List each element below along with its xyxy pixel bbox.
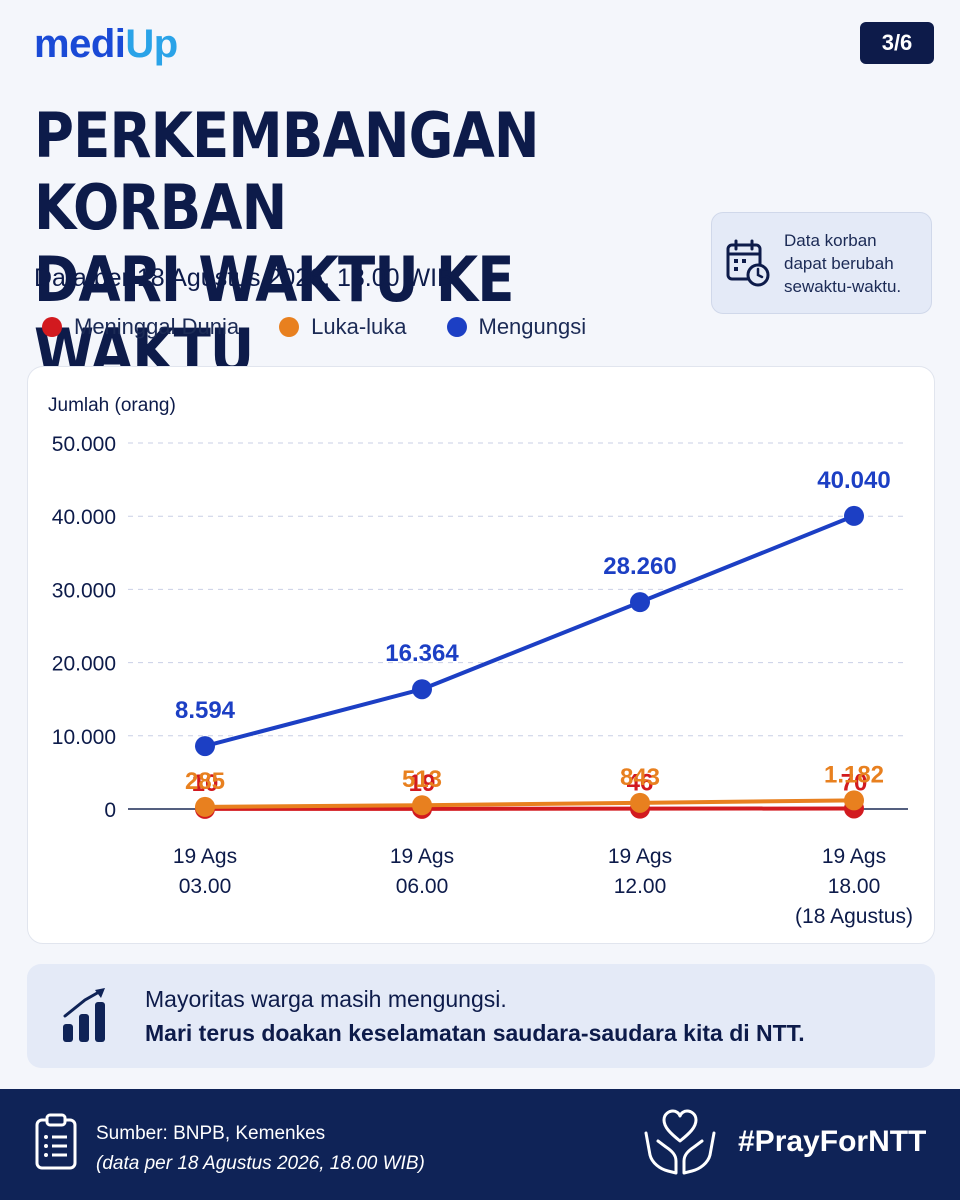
x-tick-label: 19 Ags xyxy=(173,845,237,868)
y-tick-label: 30.000 xyxy=(52,579,116,602)
x-tick-label: 03.00 xyxy=(179,875,232,898)
data-label: 513 xyxy=(402,766,442,793)
x-tick-label: 19 Ags xyxy=(608,845,672,868)
data-label: 8.594 xyxy=(175,697,236,724)
data-point xyxy=(630,592,650,613)
x-tick-label: 06.00 xyxy=(396,875,449,898)
legend-item-luka: Luka-luka xyxy=(279,314,407,340)
series-line-1 xyxy=(204,798,855,809)
message-line2: Mari terus doakan keselamatan saudara-sa… xyxy=(145,1020,805,1046)
brand-logo-part1: medi xyxy=(34,22,126,66)
y-tick-label: 50.000 xyxy=(52,433,116,456)
page-title-line2: DARI WAKTU KE WAKTU xyxy=(34,243,515,388)
data-point xyxy=(195,736,215,757)
x-tick-label: (18 Agustus) xyxy=(795,905,913,928)
y-tick-label: 20.000 xyxy=(52,653,116,676)
x-tick-label: 12.00 xyxy=(614,875,667,898)
legend-item-meninggal: Meninggal Dunia xyxy=(42,314,239,340)
x-tick-label: 19 Ags xyxy=(822,845,886,868)
page-title-line1: PERKEMBANGAN KORBAN xyxy=(34,99,540,244)
data-label: 16.364 xyxy=(385,640,459,667)
footer-source: Sumber: BNPB, Kemenkes (data per 18 Agus… xyxy=(96,1119,425,1179)
message-box: Mayoritas warga masih mengungsi. Mari te… xyxy=(27,964,935,1068)
y-tick-label: 40.000 xyxy=(52,506,116,529)
data-note-box: Data korban dapat berubah sewaktu-waktu. xyxy=(711,212,932,314)
data-note-text: Data korban dapat berubah sewaktu-waktu. xyxy=(784,229,901,298)
data-label: 28.260 xyxy=(603,553,676,580)
data-note-line1: Data korban xyxy=(784,230,877,250)
y-tick-label: 10.000 xyxy=(52,726,116,749)
data-point xyxy=(412,679,432,700)
y-axis-title: Jumlah (orang) xyxy=(48,395,176,416)
footer-source-text: Sumber: BNPB, Kemenkes xyxy=(96,1123,326,1144)
series-line-2 xyxy=(204,514,855,749)
data-label: 10 xyxy=(192,770,219,797)
legend-label-luka: Luka-luka xyxy=(311,314,407,339)
x-tick-label: 18.00 xyxy=(828,875,881,898)
data-label: 19 xyxy=(409,770,436,797)
footer-date-text: (data per 18 Agustus 2026, 18.00 WIB) xyxy=(96,1153,425,1174)
brand-logo-part2: Up xyxy=(125,22,178,66)
calendar-clock-icon xyxy=(726,239,770,287)
data-point xyxy=(412,795,432,816)
data-label: 46 xyxy=(627,770,654,797)
legend-dot-meninggal xyxy=(42,317,62,337)
legend-dot-luka xyxy=(279,317,300,337)
data-note-line2: dapat berubah xyxy=(784,253,894,273)
legend-dot-mengungsi xyxy=(446,317,467,337)
x-tick-label: 19 Ags xyxy=(390,845,454,868)
legend-label-meninggal: Meninggal Dunia xyxy=(74,314,240,339)
message-text: Mayoritas warga masih mengungsi. Mari te… xyxy=(145,982,805,1050)
legend-label-mengungsi: Mengungsi xyxy=(478,314,587,339)
data-label: 1.182 xyxy=(824,761,884,788)
y-tick-label: 0 xyxy=(104,799,116,822)
footer-hashtag: #PrayForNTT xyxy=(738,1125,927,1158)
footer-bar: Sumber: BNPB, Kemenkes (data per 18 Agus… xyxy=(0,1089,960,1200)
message-line1: Mayoritas warga masih mengungsi. xyxy=(145,986,507,1012)
data-label: 40.040 xyxy=(817,467,890,494)
data-label: 843 xyxy=(620,764,660,791)
line-chart: Jumlah (orang) 50.000 40.000 30.000 20.000 10… xyxy=(48,395,913,928)
page-title: PERKEMBANGAN KORBAN DARI WAKTU KE WAKTU xyxy=(34,100,703,388)
clipboard-icon xyxy=(35,1113,77,1170)
chart-card: Jumlah (orang) 50.000 40.000 30.000 20.000 10… xyxy=(27,366,935,944)
data-point xyxy=(844,505,864,526)
page-subtitle: Data per 18 Agustus 2026, 18.00 WIB xyxy=(34,264,454,292)
chart-legend: Meninggal Dunia Luka-luka Mengungsi xyxy=(42,314,586,340)
page-indicator: 3/6 xyxy=(860,22,934,64)
data-point xyxy=(844,790,864,811)
data-note-line3: sewaktu-waktu. xyxy=(784,276,902,296)
data-label: 285 xyxy=(185,768,225,795)
growth-chart-icon xyxy=(63,988,105,1042)
legend-item-mengungsi: Mengungsi xyxy=(446,314,587,340)
data-point xyxy=(195,796,215,817)
heart-hands-icon xyxy=(644,1109,716,1175)
brand-logo: mediUp xyxy=(34,22,178,67)
data-point xyxy=(630,792,650,813)
